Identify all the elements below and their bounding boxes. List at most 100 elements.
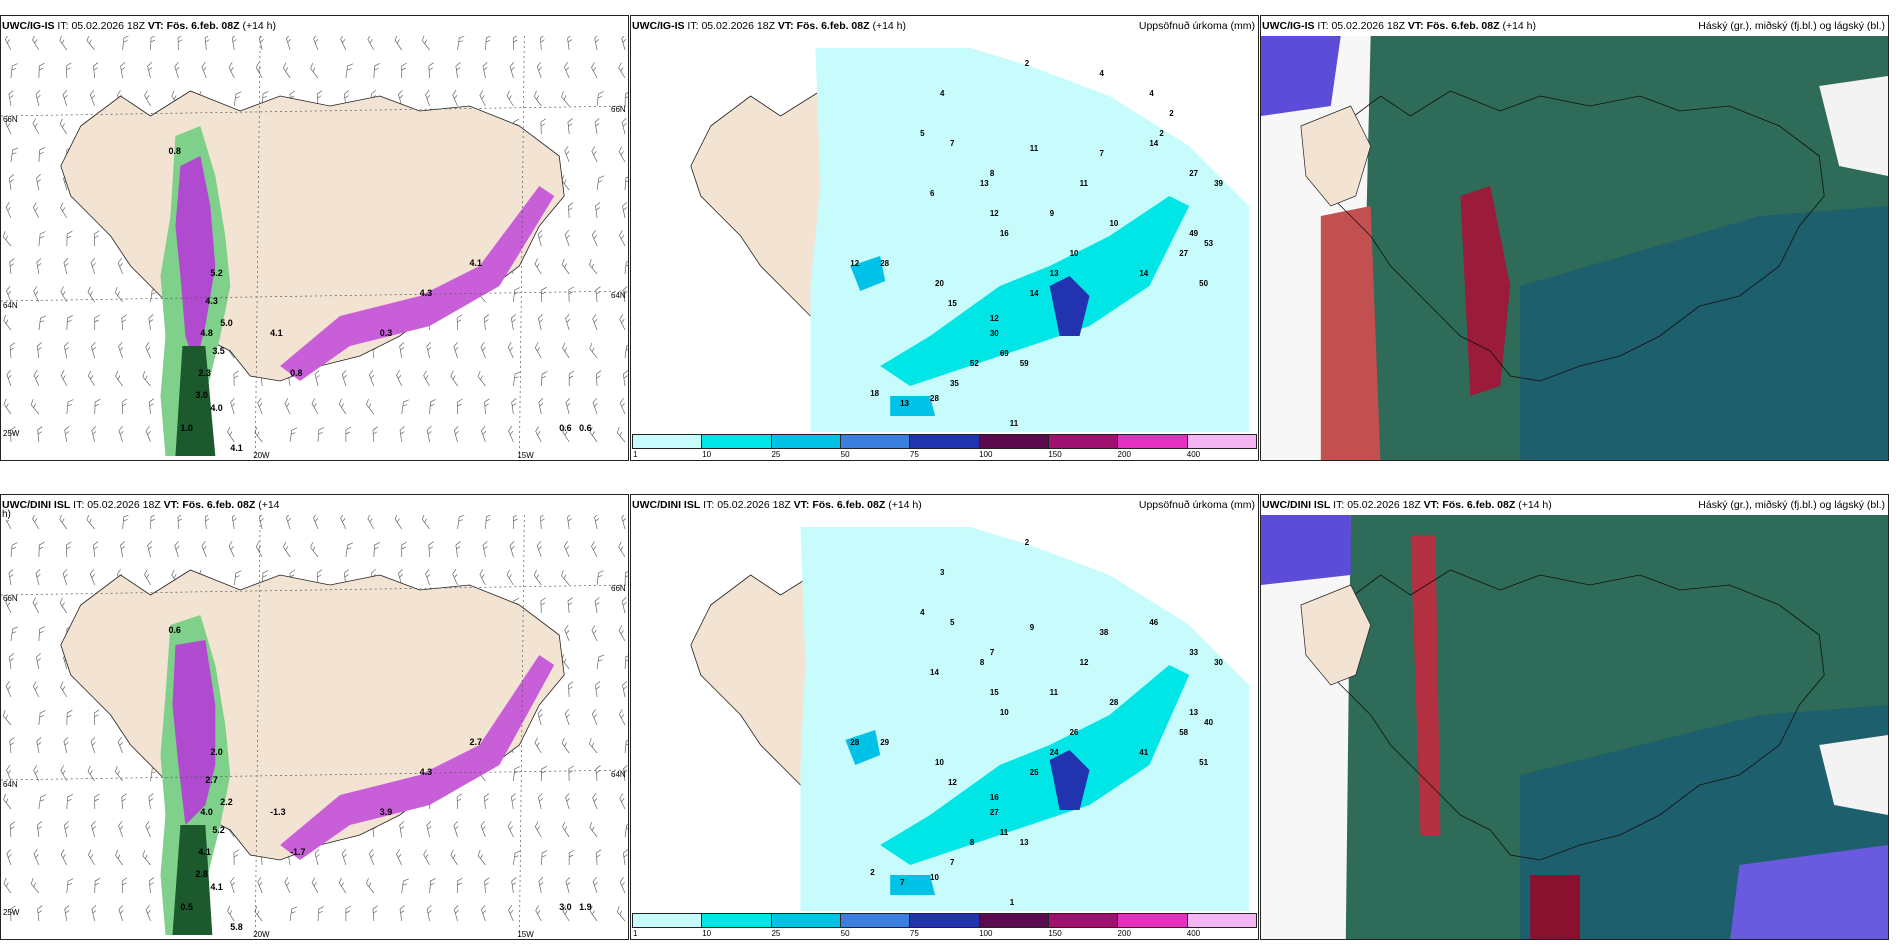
lead-time: (+14 h) — [1502, 20, 1537, 32]
precip-label: 4 — [920, 608, 925, 617]
wind-barb — [91, 904, 97, 922]
rain-core-west — [175, 346, 216, 456]
wind-barb — [341, 369, 347, 387]
wind-barb — [452, 90, 458, 107]
precip-label: 46 — [1149, 618, 1158, 627]
wind-barb — [513, 850, 521, 866]
precip-label: 39 — [1214, 179, 1223, 188]
precip-label: 35 — [950, 379, 959, 388]
wind-barb — [589, 738, 598, 754]
wind-barb — [117, 258, 123, 275]
wind-barb — [537, 708, 543, 726]
wind-barb — [177, 36, 184, 51]
wind-barb — [10, 542, 18, 558]
wind-barb — [145, 426, 151, 443]
precip-label: 29 — [880, 738, 889, 747]
precip-label: 30 — [990, 329, 999, 338]
wind-barb — [36, 258, 42, 275]
lat-label-64n: 64N — [3, 780, 18, 789]
wind-barb — [618, 62, 626, 79]
wind-barb — [89, 90, 96, 107]
wind-barb — [148, 314, 154, 331]
wind-barb — [562, 342, 570, 359]
wind-barb — [120, 62, 126, 79]
wind-barb — [595, 370, 602, 387]
precip-label: 51 — [1199, 758, 1208, 767]
wind-barb — [509, 540, 515, 558]
wind-barb — [231, 515, 237, 530]
wind-barb — [538, 398, 544, 415]
wind-barb — [589, 821, 598, 838]
wind-barb — [483, 314, 490, 331]
precip-label: 14 — [1030, 289, 1039, 298]
wind-barb — [561, 258, 570, 275]
wind-barb — [507, 821, 514, 838]
cloud-map-svg — [1261, 36, 1888, 460]
vt-value: Fös. 6.feb. 08Z — [166, 20, 240, 32]
precip-label: 14 — [1139, 269, 1148, 278]
wind-barb — [38, 626, 46, 642]
cloud-red-west — [1320, 206, 1381, 460]
wind-barb — [32, 118, 40, 135]
lead-time: (+14 h) — [242, 20, 277, 32]
precip-label: 5 — [950, 618, 955, 627]
it-label: IT: — [687, 20, 699, 32]
wind-barb — [66, 230, 73, 247]
wind-barb — [618, 146, 626, 163]
precip-label: 7 — [990, 648, 995, 657]
precip-label: 28 — [850, 738, 859, 747]
wind-barb — [90, 257, 96, 275]
wind-barb — [147, 540, 153, 558]
wind-barb — [89, 569, 96, 586]
wind-barb — [596, 654, 605, 670]
wind-barb — [66, 541, 72, 558]
precip-label: 8 — [980, 658, 985, 667]
wind-barb — [9, 737, 15, 754]
lat-label-64n-right: 64N — [611, 291, 626, 300]
panel-title: Háský (gr.), miðský (fj.bl.) og lágský (… — [1698, 20, 1885, 32]
wind-barb — [261, 570, 269, 586]
wind-barb — [621, 596, 627, 614]
wind-barb — [282, 62, 291, 79]
value-label: 1.0 — [180, 423, 192, 433]
wind-barb — [38, 541, 45, 558]
lat-label-25w: 25W — [3, 429, 20, 438]
wind-barb — [483, 793, 490, 810]
colorbar-tick: 50 — [840, 929, 850, 938]
wind-barb — [567, 515, 573, 530]
wind-barb — [66, 315, 73, 331]
wind-barb — [372, 426, 378, 443]
precip-value-labels: 2457118136121691110714273949532750141012… — [850, 59, 1223, 448]
wind-barb — [562, 426, 570, 443]
iceland-land-west — [1300, 584, 1372, 686]
lat-label-64n: 64N — [3, 301, 18, 310]
wind-barb — [3, 314, 12, 331]
value-label: 0.6 — [559, 423, 571, 433]
wind-barb — [91, 341, 97, 359]
wind-barb — [567, 202, 574, 219]
lat-label-66n-right: 66N — [611, 105, 626, 114]
wind-barb — [536, 540, 542, 558]
wind-barb — [9, 258, 15, 275]
value-label: 1.9 — [579, 902, 591, 912]
wind-barb — [63, 736, 69, 754]
wind-barb — [38, 710, 46, 726]
lon-label-20w: 20W — [253, 451, 270, 460]
value-label: -1.3 — [270, 807, 285, 817]
wind-barb — [121, 314, 127, 331]
wind-barb — [87, 849, 95, 866]
wind-barb — [567, 36, 573, 51]
wind-barb — [624, 175, 628, 191]
colorbar-tick: 25 — [771, 929, 781, 938]
wind-barb — [398, 89, 404, 107]
colorbar-tick: 150 — [1048, 450, 1062, 459]
snow-core-west — [172, 640, 216, 825]
precip-label: 13 — [900, 399, 909, 408]
wind-barb — [561, 737, 570, 754]
wind-barb — [30, 399, 40, 415]
wind-barb — [289, 906, 298, 922]
model-name: UWC/DINI ISL — [2, 499, 71, 511]
wind-barb — [426, 341, 432, 359]
wind-barb — [94, 793, 100, 809]
it-value: 05.02.2026 18Z — [1331, 20, 1405, 32]
